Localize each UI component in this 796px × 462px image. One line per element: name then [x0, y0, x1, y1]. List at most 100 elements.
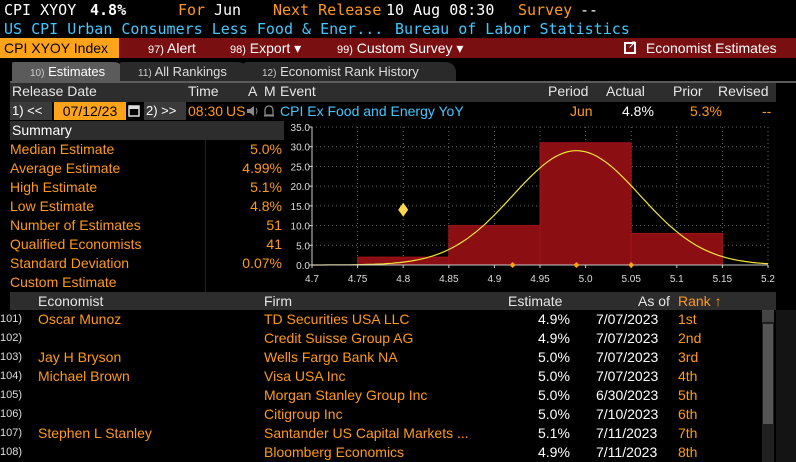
firm-name[interactable]: Citigroup Inc [264, 406, 343, 422]
export-label: Export ▾ [249, 40, 302, 56]
tab-underline [10, 81, 796, 83]
axis-marker [628, 262, 635, 268]
tab-estimates[interactable]: 10) Estimates [12, 62, 124, 81]
tab-economist-rank-history[interactable]: 12) Economist Rank History [244, 62, 456, 81]
scroll-up-arrow[interactable] [762, 310, 774, 322]
col-economist[interactable]: Economist [38, 293, 104, 309]
col-as-of[interactable]: As of [638, 293, 670, 309]
x-tick-label: 5.0 [579, 274, 593, 285]
speaker-icon[interactable] [246, 104, 260, 121]
summary-label: Standard Deviation [10, 255, 130, 271]
axis-marker [573, 262, 580, 268]
title-bar: CPI XYOY 4.8% For Jun Next Release 10 Au… [0, 0, 796, 20]
prev-date-button[interactable]: 1) << [10, 102, 52, 120]
firm-name[interactable]: Visa USA Inc [264, 368, 346, 384]
rank-value: 5th [678, 387, 698, 403]
col-estimate[interactable]: Estimate [508, 293, 563, 309]
summary-value: 41 [266, 236, 282, 252]
tab-estimates-label: Estimates [48, 64, 106, 79]
as-of-date: 6/30/2023 [596, 387, 659, 403]
economist-name[interactable]: Michael Brown [38, 368, 130, 384]
for-value: Jun [214, 1, 242, 19]
calendar-icon[interactable] [128, 103, 140, 117]
survey-label: Survey [518, 1, 573, 19]
rank-value: 6th [678, 406, 698, 422]
col-actual: Actual [606, 83, 645, 99]
firm-name[interactable]: Santander US Capital Markets ... [264, 425, 469, 441]
custom-survey-button[interactable]: 99) Custom Survey ▾ [337, 40, 463, 57]
table-row[interactable]: 104) Michael Brown Visa USA Inc 5.0% 7/07/20… [0, 367, 762, 386]
index-label[interactable]: CPI XYOY Index [0, 38, 119, 58]
tab-estimates-num: 10) [30, 68, 45, 79]
table-row[interactable]: 108) Bloomberg Economics 4.9% 7/11/2023 8th [0, 443, 762, 462]
summary-row: Average Estimate 4.99% [10, 159, 282, 178]
summary-panel: Summary Median Estimate 5.0% Average Esti… [10, 121, 284, 293]
economist-name[interactable]: Oscar Munoz [38, 311, 122, 327]
tab-all-rankings-label: All Rankings [154, 64, 227, 79]
row-number: 107) [0, 427, 23, 439]
axis-marker [509, 262, 516, 268]
histogram-chart: 35.0 30.0 25.0 20.0 15.0 10.0 5.0 0.0 4.7 4.75 4.8… [282, 121, 778, 293]
col-time: Time [188, 83, 219, 99]
histogram-svg: 35.0 30.0 25.0 20.0 15.0 10.0 5.0 0.0 4.7 4.75 4.8… [291, 123, 776, 285]
alert-button[interactable]: 97) Alert [148, 40, 196, 56]
table-row[interactable]: 107) Stephen L Stanley Santander US Capita… [0, 424, 762, 443]
col-event: Event [280, 83, 316, 99]
table-row[interactable]: 101) Oscar Munoz TD Securities USA LLC 4.9%… [0, 310, 762, 329]
as-of-date: 7/07/2023 [596, 311, 659, 327]
x-tick-label: 4.75 [348, 274, 368, 285]
next-release-value: 10 Aug 08:30 [386, 1, 495, 19]
col-rank[interactable]: Rank ↑ [678, 293, 722, 309]
summary-label: Number of Estimates [10, 217, 141, 233]
summary-label: High Estimate [10, 179, 98, 195]
firm-name[interactable]: Bloomberg Economics [264, 444, 405, 460]
col-firm[interactable]: Firm [264, 293, 292, 309]
summary-label: Average Estimate [10, 160, 121, 176]
economist-name[interactable]: Jay H Bryson [38, 349, 122, 365]
row-number: 106) [0, 408, 23, 420]
release-table-header: Release Date Time A M Event Period Actua… [10, 83, 776, 102]
summary-title: Summary [10, 121, 284, 140]
y-tick-label: 30.0 [291, 143, 311, 154]
scrollbar-thumb[interactable] [763, 324, 773, 424]
release-prior: 5.3% [690, 103, 722, 119]
col-a: A [248, 83, 258, 99]
economists-table-header: Economist Firm Estimate As of Rank ↑ [10, 292, 776, 310]
export-num: 98) [230, 44, 246, 56]
custom-estimate-row[interactable]: Custom Estimate [10, 273, 282, 292]
table-row[interactable]: 103) Jay H Bryson Wells Fargo Bank NA 5.0% 7… [0, 348, 762, 367]
next-date-button[interactable]: 2) >> [144, 102, 186, 120]
x-tick-label: 5.1 [670, 274, 684, 285]
economist-estimates-button[interactable]: ↗ Economist Estimates [624, 40, 777, 56]
date-input[interactable]: 07/12/23 [54, 102, 126, 120]
scrollbar-track[interactable] [762, 310, 774, 462]
row-number: 103) [0, 351, 23, 363]
alert-label: Alert [167, 40, 196, 56]
normal-curve [312, 150, 769, 266]
summary-value: 4.8% [250, 198, 282, 214]
summary-divider [205, 140, 206, 292]
external-link-icon: ↗ [624, 40, 637, 54]
histogram-bar [630, 232, 723, 266]
firm-name[interactable]: Morgan Stanley Group Inc [264, 387, 428, 403]
release-event[interactable]: CPI Ex Food and Energy YoY [280, 103, 464, 119]
export-button[interactable]: 98) Export ▾ [230, 40, 301, 57]
firm-name[interactable]: TD Securities USA LLC [264, 311, 410, 327]
tab-all-rankings[interactable]: 11) All Rankings [120, 62, 248, 81]
table-row[interactable]: 106) Citigroup Inc 5.0% 7/10/2023 6th [0, 405, 762, 424]
estimate-value: 4.9% [538, 330, 570, 346]
economist-name[interactable]: Stephen L Stanley [38, 425, 152, 441]
firm-name[interactable]: Credit Suisse Group AG [264, 330, 414, 346]
bell-icon[interactable] [263, 104, 275, 121]
y-tick-label: 10.0 [291, 222, 311, 233]
firm-name[interactable]: Wells Fargo Bank NA [264, 349, 398, 365]
right-margin [776, 310, 796, 462]
release-revised: -- [762, 103, 772, 119]
table-row[interactable]: 102) Credit Suisse Group AG 4.9% 7/07/2023 2… [0, 329, 762, 348]
description: US CPI Urban Consumers Less Food & Ener.… [4, 20, 384, 38]
y-tick-label: 25.0 [291, 162, 311, 173]
actual-diamond-marker [398, 202, 409, 217]
economists-table-body: 101) Oscar Munoz TD Securities USA LLC 4.9%… [0, 310, 776, 462]
custom-survey-label: Custom Survey ▾ [356, 40, 464, 56]
table-row[interactable]: 105) Morgan Stanley Group Inc 5.0% 6/30/202… [0, 386, 762, 405]
